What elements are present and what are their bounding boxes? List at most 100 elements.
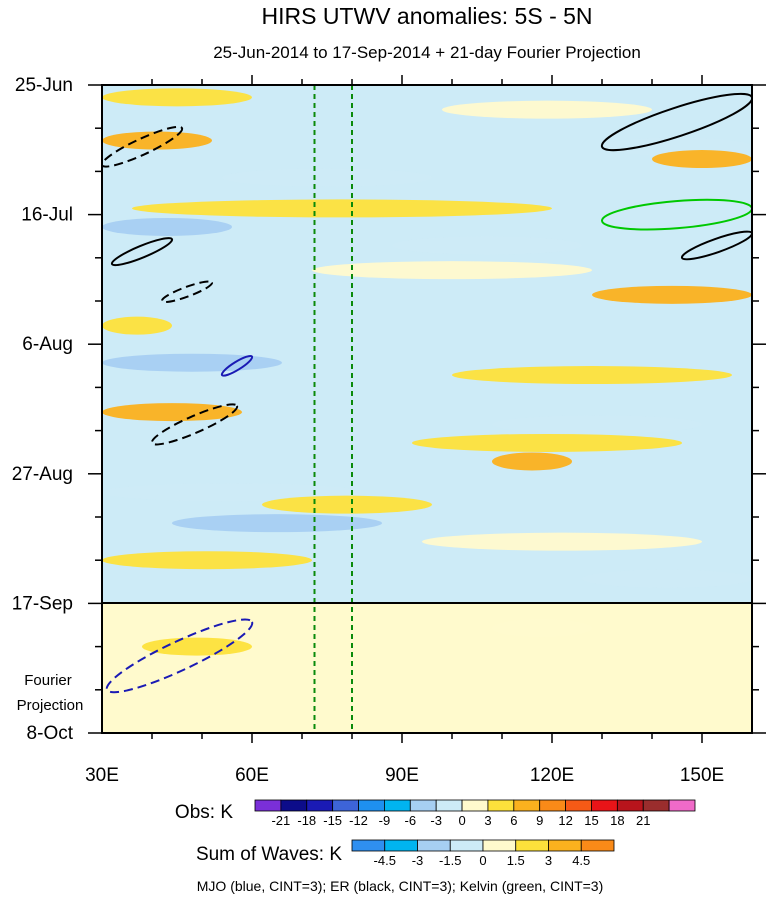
anomaly-band-11 (592, 285, 752, 304)
y-axis: 25-Jun 16-Jul 6-Aug 27-Aug 17-Sep 8-Oct (12, 75, 766, 744)
anomaly-band-20 (262, 495, 432, 514)
obs-colorbar-swatch (487, 799, 515, 812)
obs-colorbar-tick: -6 (405, 813, 417, 828)
y-tick-label: 16-Jul (21, 205, 73, 226)
obs-colorbar-swatch (435, 799, 463, 812)
contour-er-3 (110, 237, 174, 267)
obs-colorbar-tick: 3 (484, 813, 491, 828)
waves-colorbar-tick: -3 (412, 853, 424, 868)
plot-frame (101, 84, 753, 734)
waves-colorbar-swatch (384, 839, 418, 852)
anomaly-band-23 (102, 551, 312, 570)
contour-mjo-7 (220, 354, 254, 377)
obs-colorbar-tick: -3 (430, 813, 442, 828)
waves-colorbar-tick: 4.5 (572, 853, 590, 868)
obs-colorbar-label: Obs: K (175, 802, 233, 823)
obs-colorbar-tick: 15 (584, 813, 598, 828)
x-tick-label: 60E (235, 765, 269, 786)
anomaly-band-19 (102, 483, 362, 502)
anomaly-band-7 (132, 199, 552, 218)
anomaly-bands (102, 88, 752, 656)
projection-label-line1: Fourier (24, 672, 72, 689)
y-tick-label: 8-Oct (27, 723, 74, 744)
obs-colorbar-swatch (668, 799, 696, 812)
anomaly-band-15 (102, 403, 242, 422)
obs-colorbar-tick: 6 (510, 813, 517, 828)
obs-colorbar-swatch (591, 799, 618, 812)
waves-colorbar-swatch (580, 839, 615, 852)
obs-colorbar-swatch (642, 799, 670, 812)
waves-colorbar-swatch (548, 839, 582, 852)
anomaly-band-10 (312, 261, 592, 280)
anomaly-band-5 (652, 150, 752, 169)
anomaly-band-16 (492, 415, 702, 434)
anomaly-band-25 (142, 637, 252, 656)
y-tick-label: 27-Aug (12, 464, 73, 485)
anomaly-band-26 (492, 619, 592, 638)
anomaly-band-3 (102, 131, 212, 150)
obs-colorbar-swatch (513, 799, 541, 812)
anomaly-band-9 (392, 236, 582, 255)
obs-colorbar-swatch (280, 799, 308, 812)
obs-colorbar-tick: 21 (636, 813, 650, 828)
y-tick-label: 17-Sep (12, 593, 73, 614)
obs-colorbar-swatch (616, 799, 644, 812)
waves-colorbar-swatch (417, 839, 451, 852)
contour-legend: MJO (blue, CINT=3); ER (black, CINT=3); … (197, 878, 604, 894)
obs-colorbar-swatch (461, 799, 489, 812)
anomaly-band-14 (452, 366, 732, 385)
x-axis: 30E 60E 90E 120E 150E (85, 75, 724, 786)
x-tick-label: 120E (530, 765, 574, 786)
waves-colorbar-tick: 1.5 (507, 853, 525, 868)
obs-colorbar-swatch (565, 799, 592, 812)
anomaly-band-22 (422, 532, 702, 551)
anomaly-band-24 (582, 569, 752, 588)
waves-colorbar-tick: -4.5 (374, 853, 396, 868)
anomaly-band-12 (102, 316, 172, 335)
obs-colorbar-swatch (332, 799, 359, 812)
obs-colorbar-tick: -18 (297, 813, 316, 828)
projection-label-line2: Projection (17, 697, 84, 714)
anomaly-band-6 (222, 168, 432, 187)
chart-title: HIRS UTWV anomalies: 5S - 5N (261, 3, 592, 29)
anomaly-band-17 (412, 433, 682, 452)
plot-area (102, 85, 752, 733)
waves-colorbar-label: Sum of Waves: K (196, 844, 342, 865)
waves-colorbar-swatch (449, 839, 484, 852)
obs-colorbar: -21 -18 -15 -12 -9 -6 -3 0 3 6 9 12 15 18 21 (254, 799, 696, 828)
y-tick-label: 25-Jun (15, 75, 73, 96)
contour-er-5 (680, 230, 752, 261)
obs-colorbar-swatch (254, 799, 282, 812)
obs-colorbar-swatch (409, 799, 437, 812)
anomaly-band-21 (172, 514, 382, 533)
waves-colorbar-swatch (482, 839, 517, 852)
obs-colorbar-swatch (358, 799, 385, 812)
waves-colorbar-tick: 0 (479, 853, 486, 868)
obs-colorbar-tick: -9 (379, 813, 391, 828)
waves-colorbar-tick: -1.5 (439, 853, 461, 868)
y-tick-label: 6-Aug (22, 334, 73, 355)
anomaly-band-8 (102, 217, 232, 236)
waves-colorbar-swatch (351, 839, 386, 852)
obs-colorbar-tick: 9 (536, 813, 543, 828)
contour-mjo-8 (105, 618, 254, 694)
obs-colorbar-tick: 12 (558, 813, 572, 828)
contour-er-1 (102, 125, 184, 168)
obs-colorbar-tick: -21 (271, 813, 290, 828)
chart-subtitle: 25-Jun-2014 to 17-Sep-2014 + 21-day Four… (213, 43, 641, 62)
x-tick-label: 150E (680, 765, 724, 786)
obs-colorbar-swatch (539, 799, 566, 812)
anomaly-band-1 (102, 88, 252, 107)
waves-colorbar-tick: 3 (545, 853, 552, 868)
x-tick-label: 30E (85, 765, 119, 786)
obs-colorbar-tick: -12 (349, 813, 368, 828)
obs-colorbar-tick: 0 (458, 813, 465, 828)
obs-colorbar-tick: 18 (610, 813, 624, 828)
projection-background (102, 603, 752, 733)
anomaly-band-2 (442, 100, 652, 119)
x-tick-label: 90E (385, 765, 419, 786)
reference-lines (313, 85, 353, 733)
contour-er-6 (150, 403, 239, 446)
anomaly-band-18 (492, 452, 572, 471)
